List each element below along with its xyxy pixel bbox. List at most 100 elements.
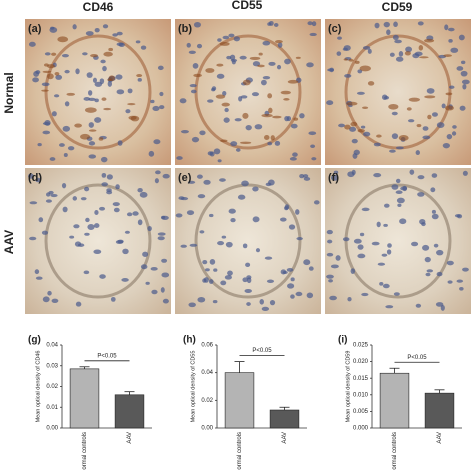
nucleus (307, 21, 313, 26)
nucleus (422, 244, 430, 251)
nucleus (47, 290, 52, 296)
nucleus (239, 55, 247, 60)
stain (127, 103, 136, 106)
stain (242, 79, 251, 86)
y-tick-label: 0.06 (201, 343, 213, 349)
nucleus (160, 287, 165, 293)
nucleus (292, 152, 298, 157)
nucleus (344, 73, 352, 78)
nucleus (290, 123, 298, 129)
stain (346, 101, 358, 106)
stain (41, 89, 49, 92)
column-header: CD59 (382, 0, 413, 14)
nucleus (83, 270, 90, 275)
nucleus (162, 173, 170, 179)
stain (136, 74, 143, 78)
nucleus (425, 272, 431, 277)
stain (108, 47, 114, 52)
nucleus (246, 302, 251, 306)
nucleus (106, 188, 112, 192)
nucleus (435, 302, 444, 307)
nucleus (287, 283, 295, 289)
nucleus (395, 56, 404, 62)
nucleus (309, 32, 317, 37)
nucleus (121, 278, 129, 282)
y-tick-label: 0.04 (46, 343, 58, 349)
nucleus (51, 298, 59, 303)
nucleus (226, 55, 232, 60)
nucleus (242, 277, 248, 283)
nucleus (444, 24, 449, 31)
nucleus (326, 252, 334, 257)
nucleus (268, 20, 274, 26)
nucleus (326, 229, 333, 235)
stain (367, 81, 375, 86)
nucleus (55, 74, 63, 80)
stain (193, 73, 202, 78)
nucleus (251, 92, 260, 97)
nucleus (376, 221, 381, 228)
nucleus (395, 146, 404, 150)
nucleus (101, 182, 108, 187)
nucleus (374, 22, 380, 29)
nucleus (197, 194, 206, 199)
nucleus (28, 173, 34, 179)
nucleus (430, 187, 436, 193)
chart-label: (i) (338, 335, 347, 346)
nucleus (350, 268, 356, 274)
nucleus (122, 248, 129, 255)
nucleus (417, 192, 425, 197)
nucleus (137, 78, 142, 82)
nucleus (328, 279, 333, 283)
y-tick-label: 0.015 (353, 376, 369, 382)
stain (343, 58, 348, 61)
nucleus (245, 262, 251, 268)
nucleus (100, 156, 108, 163)
nucleus (384, 203, 390, 208)
nucleus (381, 94, 388, 100)
nucleus (112, 33, 118, 37)
nucleus (87, 224, 95, 230)
nucleus (221, 235, 227, 239)
nucleus (399, 218, 407, 225)
nucleus (391, 111, 398, 116)
nucleus (107, 80, 113, 87)
stain (74, 123, 82, 128)
stain (42, 70, 52, 73)
stain (295, 56, 301, 59)
error-bar (279, 406, 290, 411)
nucleus (330, 174, 339, 181)
nucleus (306, 62, 314, 68)
stain (406, 107, 412, 111)
nucleus (35, 276, 43, 280)
nucleus (29, 236, 37, 241)
nucleus (452, 125, 457, 129)
nucleus (117, 140, 123, 146)
nucleus (188, 302, 196, 308)
nucleus (34, 269, 40, 275)
nucleus (199, 130, 206, 136)
nucleus (94, 210, 99, 216)
nucleus (252, 186, 259, 192)
y-tick-label: 0.005 (353, 409, 369, 415)
stain (205, 68, 215, 73)
nucleus (192, 63, 199, 69)
nucleus (398, 51, 404, 57)
nucleus (461, 79, 470, 85)
glomerulus (44, 34, 152, 150)
nucleus (162, 298, 169, 304)
nucleus (153, 139, 161, 145)
nucleus (110, 296, 116, 302)
nucleus (349, 126, 357, 132)
nucleus (411, 241, 419, 247)
nucleus (333, 170, 339, 175)
micrographs (25, 19, 471, 314)
nucleus (45, 199, 52, 203)
nucleus (41, 82, 50, 87)
nucleus (217, 241, 225, 246)
nucleus (327, 239, 333, 244)
x-tick-label: AAV (127, 432, 133, 444)
nucleus (115, 184, 120, 190)
bar (114, 394, 145, 429)
nucleus (451, 131, 457, 136)
